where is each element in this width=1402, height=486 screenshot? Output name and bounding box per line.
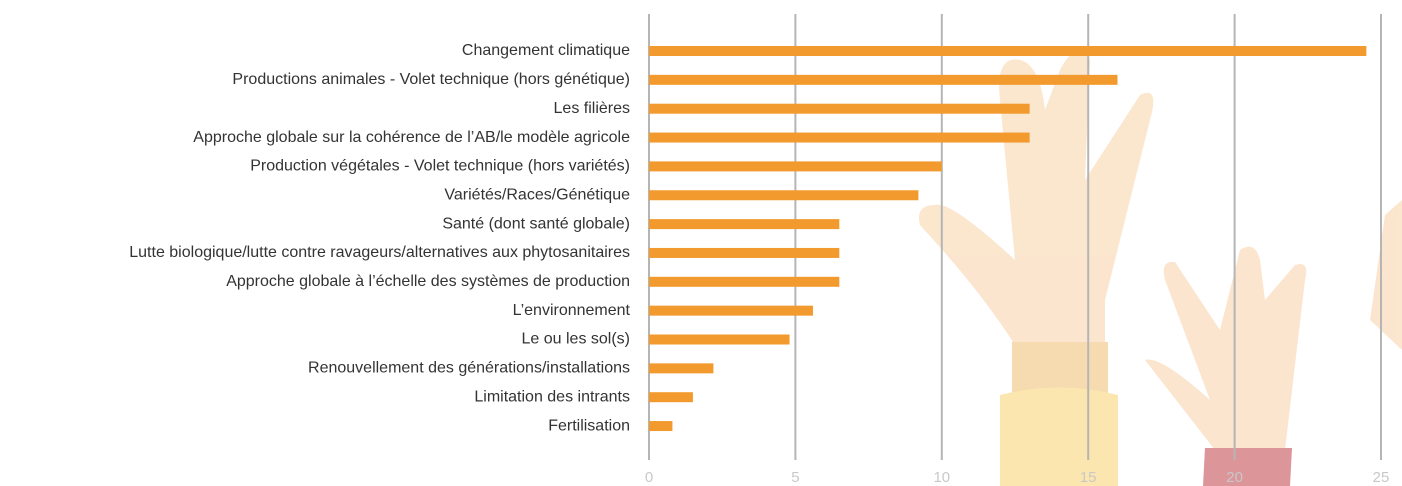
bar <box>649 248 839 258</box>
x-tick-label: 25 <box>1373 469 1390 486</box>
category-label: Approche globale à l’échelle des système… <box>226 273 630 290</box>
category-label: Production végétales - Volet technique (… <box>250 158 630 175</box>
category-label: Le ou les sol(s) <box>522 331 631 348</box>
x-tick-label: 15 <box>1080 469 1097 486</box>
bar <box>649 421 672 431</box>
x-tick-label: 5 <box>791 469 799 486</box>
bar <box>649 46 1366 56</box>
category-label: Variétés/Races/Génétique <box>444 186 630 203</box>
x-tick-label: 10 <box>933 469 950 486</box>
bar <box>649 161 942 171</box>
bar <box>649 219 839 229</box>
category-label: Productions animales - Volet technique (… <box>232 71 630 88</box>
bar <box>649 133 1030 143</box>
category-label: Limitation des intrants <box>474 388 630 405</box>
category-label: Fertilisation <box>548 417 630 434</box>
category-label: Santé (dont santé globale) <box>442 215 630 232</box>
category-label: L’environnement <box>513 302 631 319</box>
bar <box>649 75 1117 85</box>
bar <box>649 392 693 402</box>
bar <box>649 104 1030 114</box>
category-label: Les filières <box>554 100 630 117</box>
category-label: Renouvellement des générations/installat… <box>308 360 630 377</box>
bar <box>649 306 813 316</box>
bar <box>649 363 713 373</box>
x-tick-label: 0 <box>645 469 653 486</box>
x-tick-label: 20 <box>1226 469 1243 486</box>
bar <box>649 190 918 200</box>
category-label: Lutte biologique/lutte contre ravageurs/… <box>129 244 630 261</box>
bar <box>649 335 790 345</box>
bar <box>649 277 839 287</box>
category-label: Changement climatique <box>462 42 630 59</box>
category-label: Approche globale sur la cohérence de l’A… <box>193 129 630 146</box>
chart: 0 5 10 15 20 25 Changement climatique Productio… <box>0 0 1402 486</box>
background-decoration <box>919 52 1402 486</box>
